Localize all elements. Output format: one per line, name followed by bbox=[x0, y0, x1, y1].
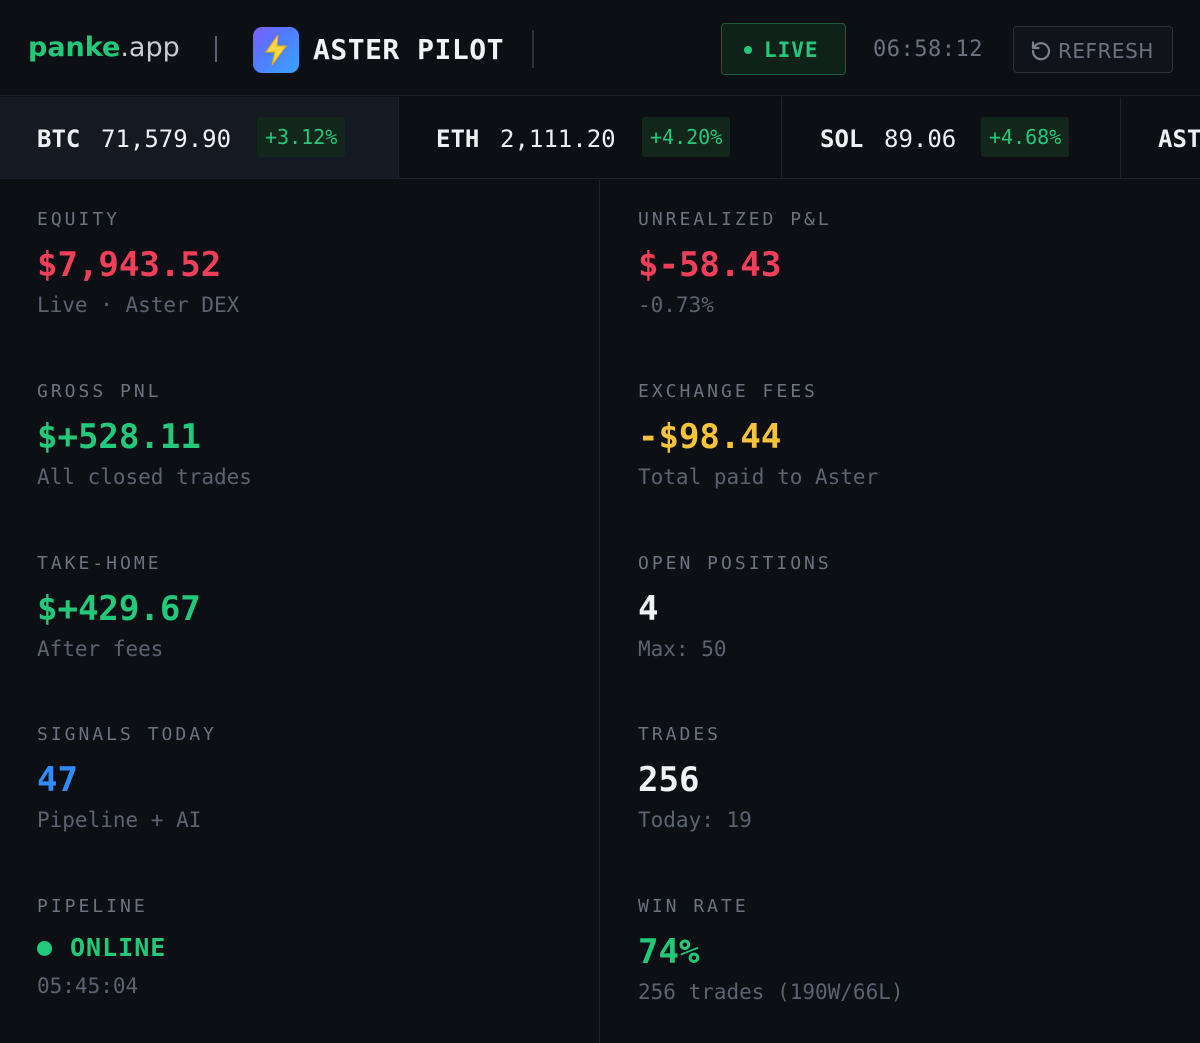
ticker-item-ast[interactable]: AST bbox=[1121, 97, 1200, 178]
stat-label: EQUITY bbox=[37, 209, 121, 230]
stat-label: TRADES bbox=[638, 724, 722, 745]
ticker-symbol: AST bbox=[1158, 125, 1200, 153]
brand-logo-text[interactable]: panke.app bbox=[28, 30, 180, 66]
stat-label: UNREALIZED P&L bbox=[638, 209, 832, 230]
grid-divider bbox=[599, 180, 600, 1043]
stat-subtext: -0.73% bbox=[638, 293, 714, 317]
brand-primary: panke bbox=[28, 32, 121, 63]
stat-value: $-58.43 bbox=[638, 245, 782, 285]
stat-subtext: All closed trades bbox=[37, 465, 252, 489]
clock: 06:58:12 bbox=[873, 37, 983, 62]
stat-label: SIGNALS TODAY bbox=[37, 724, 217, 745]
stat-value: $7,943.52 bbox=[37, 245, 222, 285]
stat-subtext: 256 trades (190W/66L) bbox=[638, 980, 904, 1004]
ticker-price: 89.06 bbox=[884, 125, 957, 153]
stat-exchange-fees: EXCHANGE FEES -$98.44 Total paid to Aste… bbox=[638, 381, 878, 491]
pipeline-status-text: ONLINE bbox=[70, 933, 167, 962]
stat-gross-pnl: GROSS PNL $+528.11 All closed trades bbox=[37, 381, 252, 491]
live-status-badge: LIVE bbox=[721, 23, 846, 75]
stat-subtext: Pipeline + AI bbox=[37, 808, 202, 832]
stat-value: 256 bbox=[638, 760, 700, 800]
refresh-label: REFRESH bbox=[1058, 39, 1154, 63]
stat-value: $+429.67 bbox=[37, 589, 201, 629]
app-logo bbox=[253, 27, 299, 73]
stat-trades: TRADES 256 Today: 19 bbox=[638, 724, 752, 834]
app-title: ASTER PILOT bbox=[313, 33, 504, 66]
stat-open-positions: OPEN POSITIONS 4 Max: 50 bbox=[638, 553, 832, 663]
stat-value: 74% bbox=[638, 932, 700, 972]
stat-equity: EQUITY $7,943.52 Live · Aster DEX bbox=[37, 209, 239, 319]
stat-unrealized-pnl: UNREALIZED P&L $-58.43 -0.73% bbox=[638, 209, 832, 319]
ticker-item-sol[interactable]: SOL 89.06 +4.68% bbox=[782, 97, 1121, 178]
ticker-item-eth[interactable]: ETH 2,111.20 +4.20% bbox=[399, 97, 782, 178]
stat-label: OPEN POSITIONS bbox=[638, 553, 832, 574]
live-label: LIVE bbox=[764, 38, 819, 62]
refresh-icon bbox=[1031, 41, 1051, 61]
ticker-strip: BTC 71,579.90 +3.12% ETH 2,111.20 +4.20%… bbox=[0, 97, 1200, 179]
stat-label: EXCHANGE FEES bbox=[638, 381, 818, 402]
stat-take-home: TAKE-HOME $+429.67 After fees bbox=[37, 553, 201, 663]
app-header: panke.app ASTER PILOT LIVE 06:58:12 REFR… bbox=[0, 0, 1200, 96]
stat-value: 4 bbox=[638, 589, 659, 629]
ticker-item-btc[interactable]: BTC 71,579.90 +3.12% bbox=[0, 97, 399, 178]
stat-pipeline: PIPELINE ONLINE 05:45:04 bbox=[37, 896, 166, 1000]
live-dot-icon bbox=[744, 46, 752, 54]
pipeline-status: ONLINE bbox=[37, 928, 166, 968]
stat-label: WIN RATE bbox=[638, 896, 749, 917]
online-dot-icon bbox=[37, 940, 52, 956]
stat-subtext: Max: 50 bbox=[638, 637, 727, 661]
stat-subtext: Live · Aster DEX bbox=[37, 293, 240, 317]
lightning-icon bbox=[265, 35, 287, 65]
stat-subtext: After fees bbox=[37, 637, 164, 661]
stat-label: TAKE-HOME bbox=[37, 553, 162, 574]
stat-label: PIPELINE bbox=[37, 896, 148, 917]
stat-label: GROSS PNL bbox=[37, 381, 162, 402]
ticker-change-badge: +4.20% bbox=[642, 117, 731, 157]
ticker-price: 71,579.90 bbox=[101, 125, 232, 153]
header-divider bbox=[532, 30, 534, 68]
stat-subtext: Today: 19 bbox=[638, 808, 752, 832]
stat-value: 47 bbox=[37, 760, 78, 800]
header-divider bbox=[215, 36, 217, 62]
brand-secondary: .app bbox=[120, 32, 180, 63]
ticker-symbol: BTC bbox=[37, 125, 81, 153]
ticker-change-badge: +4.68% bbox=[981, 117, 1070, 157]
ticker-symbol: SOL bbox=[820, 125, 864, 153]
refresh-button[interactable]: REFRESH bbox=[1013, 26, 1173, 73]
stat-signals-today: SIGNALS TODAY 47 Pipeline + AI bbox=[37, 724, 217, 834]
stat-subtext: 05:45:04 bbox=[37, 974, 139, 998]
stat-subtext: Total paid to Aster bbox=[638, 465, 879, 489]
stat-win-rate: WIN RATE 74% 256 trades (190W/66L) bbox=[638, 896, 904, 1006]
stat-value: $+528.11 bbox=[37, 417, 201, 457]
ticker-change-badge: +3.12% bbox=[257, 117, 346, 157]
ticker-price: 2,111.20 bbox=[500, 125, 616, 153]
ticker-symbol: ETH bbox=[436, 125, 480, 153]
stat-value: -$98.44 bbox=[638, 417, 782, 457]
